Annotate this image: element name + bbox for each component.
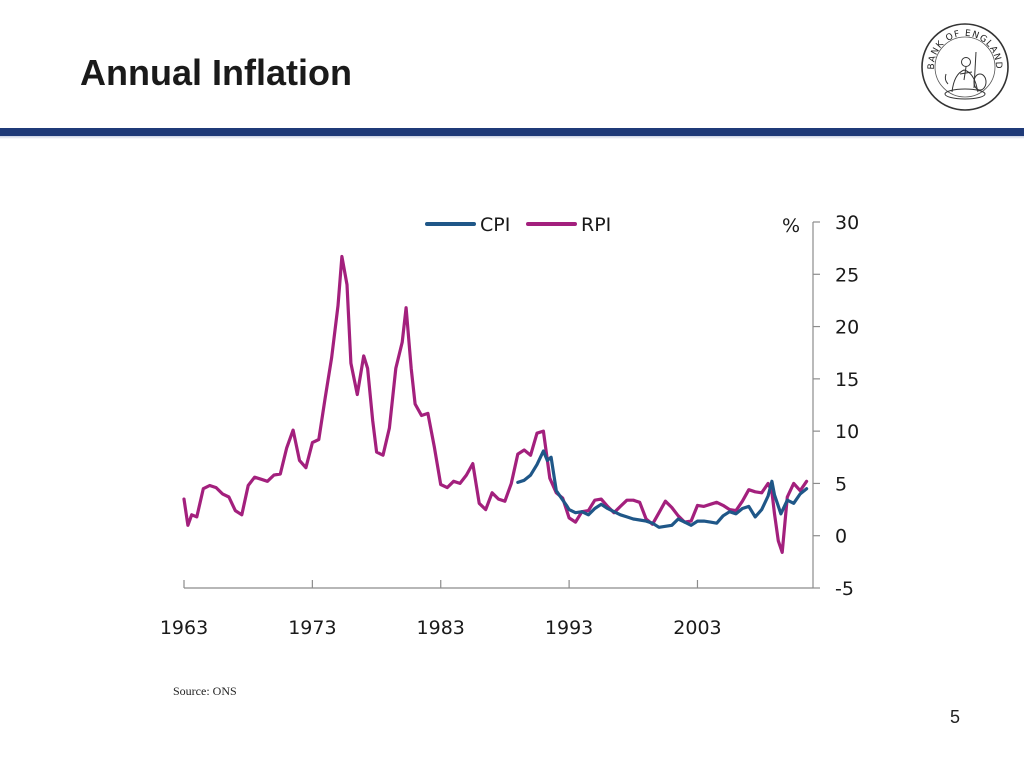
y-tick-label: 20 bbox=[835, 317, 859, 339]
x-tick-label: 1983 bbox=[417, 617, 465, 639]
chart-axes bbox=[184, 222, 814, 589]
x-tick-label: 1993 bbox=[545, 617, 593, 639]
bank-of-england-logo: BANK OF ENGLAND bbox=[921, 23, 1009, 111]
y-axis-unit-label: % bbox=[782, 215, 800, 237]
y-tick-label: 25 bbox=[835, 264, 859, 286]
y-tick-label: -5 bbox=[835, 578, 854, 600]
y-tick-label: 5 bbox=[835, 473, 847, 495]
legend-label-cpi: CPI bbox=[480, 214, 510, 236]
britannia-figure-icon bbox=[944, 51, 987, 100]
y-tick-label: 0 bbox=[835, 526, 847, 548]
chart-legend: CPI RPI bbox=[425, 214, 611, 236]
header-rule bbox=[0, 128, 1024, 136]
y-tick-label: 10 bbox=[835, 421, 859, 443]
y-tick-label: 30 bbox=[835, 212, 859, 234]
source-note: Source: ONS bbox=[173, 684, 237, 698]
x-tick-label: 1973 bbox=[288, 617, 336, 639]
legend-label-rpi: RPI bbox=[581, 214, 611, 236]
page-number: 5 bbox=[950, 707, 961, 727]
y-axis-ticks: 30 25 20 15 10 5 0 -5 bbox=[813, 212, 859, 600]
x-axis-ticks: 1963 1973 1983 1993 2003 bbox=[160, 580, 722, 639]
slide-title: Annual Inflation bbox=[80, 52, 352, 93]
x-tick-label: 1963 bbox=[160, 617, 208, 639]
series-line-rpi bbox=[182, 254, 809, 555]
y-tick-label: 15 bbox=[835, 369, 859, 391]
chart-series bbox=[182, 254, 809, 555]
header-rule-shadow bbox=[0, 136, 1024, 139]
series-line-cpi bbox=[516, 449, 809, 529]
x-tick-label: 2003 bbox=[673, 617, 721, 639]
